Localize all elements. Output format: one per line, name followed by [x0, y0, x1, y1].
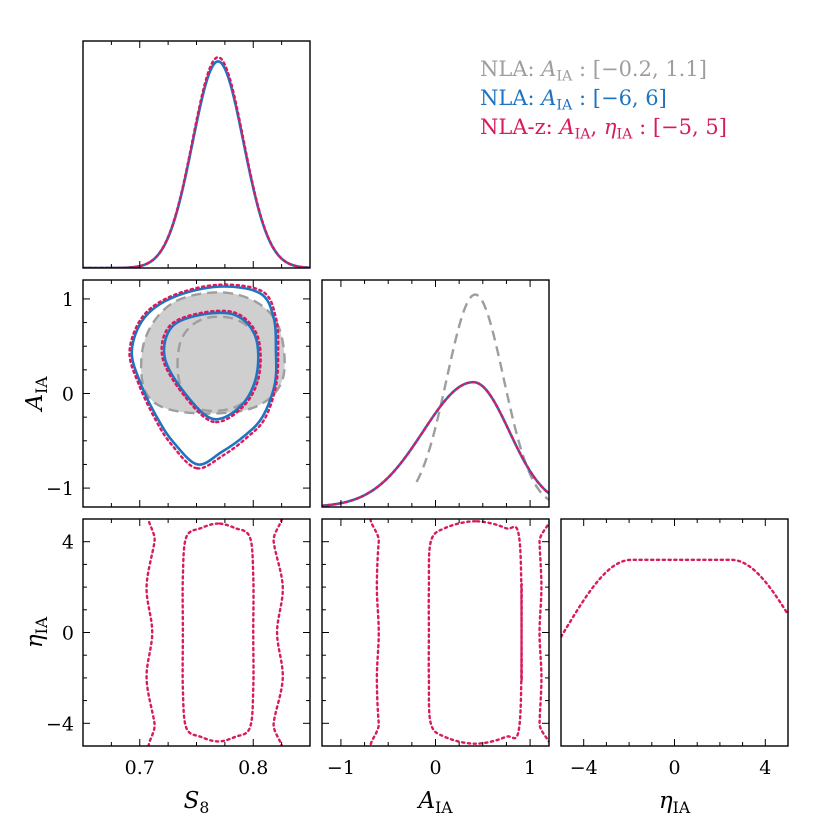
- x-tick-label: 1: [524, 757, 536, 779]
- marginal-curve-nla-z: [561, 558, 788, 639]
- contour-line-nla-z-95-: [369, 519, 549, 746]
- panel-A_IA-A_IA: [321, 279, 550, 508]
- y-tick-label: 1: [62, 289, 74, 311]
- plot-area: [145, 519, 284, 746]
- y-axis-label-eta_IA: ηIA: [22, 616, 51, 648]
- panel-eta_IA-A_IA: [321, 518, 550, 747]
- legend: NLA: AIA : [−0.2, 1.1]NLA: AIA : [−6, 6]…: [480, 57, 727, 143]
- contour-line-nla-narrow-95-: [139, 291, 286, 415]
- marginal-curve-nla-narrow: [83, 60, 310, 268]
- contour-line-nla-z-68-: [427, 520, 523, 745]
- y-axis-label-group: ηIA: [22, 616, 51, 648]
- axes-frame: [321, 518, 550, 747]
- y-tick-label: −4: [46, 713, 74, 735]
- marginal-curve-nla-z: [83, 56, 310, 268]
- x-tick-label: 0.7: [125, 757, 155, 779]
- contour-line-nla-wide-95-: [130, 285, 278, 466]
- x-axis-label-S8: S8: [184, 788, 210, 817]
- x-tick-label: −4: [570, 757, 598, 779]
- x-axis-label-eta_IA: ηIA: [659, 788, 691, 817]
- x-tick-label: −1: [327, 757, 355, 779]
- contour-line-nla-wide-68-: [162, 311, 260, 421]
- y-tick-label: 4: [62, 532, 74, 554]
- plot-area: [369, 519, 549, 746]
- contour-line-nla-z-68-: [181, 522, 255, 743]
- panel-S8-S8: [82, 40, 311, 269]
- panel-eta_IA-S8: [82, 518, 311, 747]
- y-tick-label: 0: [62, 384, 74, 406]
- marginal-curve-nla-narrow: [415, 293, 549, 501]
- axes-frame: [321, 279, 550, 508]
- contour-line-nla-z-95-: [128, 283, 280, 470]
- legend-entry-3: NLA-z: AIA, ηIA : [−5, 5]: [480, 115, 727, 143]
- marginal-curve-nla-z: [322, 380, 549, 507]
- plot-area: [128, 283, 286, 470]
- plot-area: [322, 293, 549, 507]
- plot-area: [83, 56, 310, 268]
- x-tick-label: 0: [668, 757, 680, 779]
- x-tick-label: 0.8: [238, 757, 268, 779]
- y-axis-label-A_IA: AIA: [22, 376, 51, 413]
- x-tick-label: 0: [429, 757, 441, 779]
- marginal-curve-nla-wide: [83, 60, 310, 268]
- legend-entry-1: NLA: AIA : [−0.2, 1.1]: [480, 57, 707, 85]
- x-axis-label-A_IA: AIA: [416, 788, 453, 817]
- y-tick-label: −1: [46, 478, 74, 500]
- y-tick-label: 0: [62, 623, 74, 645]
- axis-labels: 0.7 0.8 S8 −1 0 1 AIA −4 0 4 ηIA −1 0 1 AIA −4 0 4 ηIA: [22, 289, 771, 817]
- y-axis-label-group: AIA: [22, 376, 51, 413]
- x-tick-label: 4: [759, 757, 771, 779]
- plot-area: [561, 558, 788, 639]
- axes-frame: [560, 518, 789, 747]
- panel-eta_IA-eta_IA: [560, 518, 789, 747]
- contour-line-nla-z-95-: [145, 519, 284, 746]
- contour-fill-nla-narrow-68-: [177, 316, 260, 412]
- panels: 0.7 0.8 S8 −1 0 1 AIA −4 0 4 ηIA −1 0 1 AIA −4 0 4 ηIA: [22, 40, 789, 817]
- axes-frame: [82, 40, 311, 269]
- contour-line-nla-z-68-: [160, 309, 262, 424]
- panel-A_IA-S8: [82, 279, 311, 508]
- legend-entry-2: NLA: AIA : [−6, 6]: [480, 86, 667, 114]
